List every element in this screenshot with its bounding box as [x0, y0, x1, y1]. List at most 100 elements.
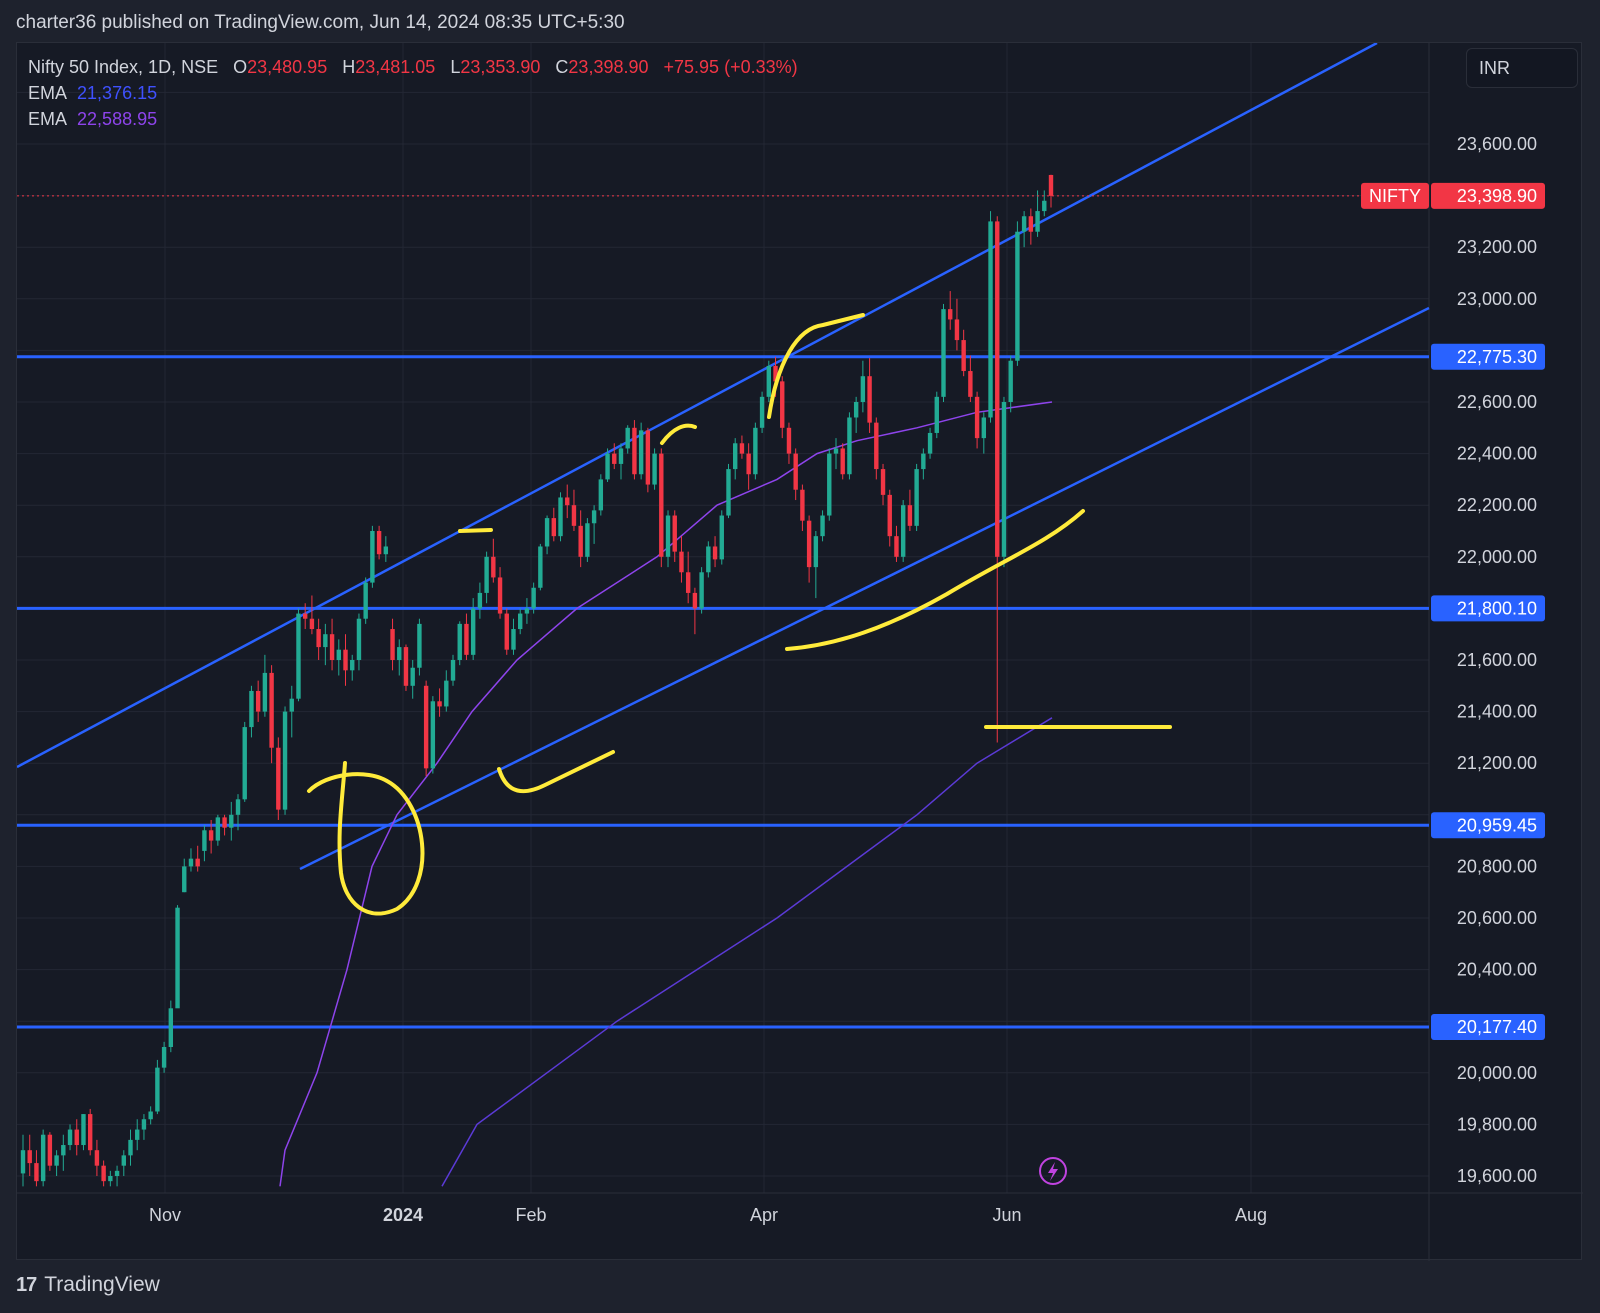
- annotation-circle: [307, 761, 425, 916]
- candle-body: [766, 365, 772, 397]
- candle-body: [350, 660, 355, 671]
- legend-ema2-value: 22,588.95: [77, 109, 158, 129]
- candle: [376, 525, 382, 560]
- candle-body: [618, 448, 624, 464]
- footer-brand[interactable]: TradingView: [44, 1273, 160, 1296]
- candle: [296, 608, 301, 702]
- candle-body: [450, 660, 456, 681]
- candle-body: [363, 582, 368, 619]
- candle: [262, 654, 268, 717]
- candle-body: [101, 1165, 106, 1182]
- ema-fast-line: [279, 401, 1053, 1187]
- time-tick-label: Aug: [1235, 1205, 1267, 1225]
- candle: [464, 613, 469, 660]
- level-tag-text: 21,800.10: [1457, 598, 1537, 618]
- candle-body: [544, 518, 550, 547]
- candle-body: [645, 430, 651, 485]
- candle-body: [235, 799, 241, 815]
- candle: [679, 536, 684, 583]
- candle-body: [202, 830, 207, 851]
- candle-body: [1048, 174, 1054, 196]
- candle-body: [497, 577, 503, 614]
- candle: [108, 1170, 113, 1187]
- price-tick-label: 22,600.00: [1457, 392, 1537, 412]
- candle: [114, 1165, 120, 1187]
- candle: [887, 489, 892, 547]
- candle: [780, 376, 785, 439]
- candle-body: [565, 497, 570, 506]
- candle-body: [1008, 360, 1013, 402]
- candle: [558, 492, 563, 542]
- candle: [591, 505, 597, 544]
- annotation-arc-1: [660, 423, 697, 445]
- candle-body: [585, 523, 590, 557]
- candle: [175, 905, 180, 1009]
- footer: 17 TradingView: [16, 1270, 160, 1300]
- candle: [753, 422, 758, 480]
- candle: [450, 654, 456, 686]
- candle: [874, 417, 879, 480]
- candle-body: [390, 629, 395, 660]
- candle-body: [168, 1008, 174, 1047]
- candle-body: [571, 505, 577, 526]
- candle-body: [974, 396, 980, 439]
- price-tick-label: 20,400.00: [1457, 960, 1537, 980]
- candle: [853, 396, 859, 433]
- candle-body: [813, 536, 819, 568]
- candle: [847, 412, 852, 480]
- price-tick-label: 23,600.00: [1457, 134, 1537, 154]
- price-tick-label: 21,200.00: [1457, 753, 1537, 773]
- tradingview-logo-icon[interactable]: 17: [16, 1273, 37, 1296]
- legend-ema-row-2[interactable]: EMA 22,588.95: [28, 106, 798, 132]
- candle: [833, 438, 839, 470]
- price-tick-label: 21,400.00: [1457, 702, 1537, 722]
- candle-body: [934, 396, 939, 433]
- chart-canvas[interactable]: 19,600.00 19,800.00 20,000.00 20,400.00 20,6…: [17, 43, 1583, 1261]
- candle: [269, 665, 274, 764]
- candle: [477, 582, 483, 619]
- annotation-hook: [497, 750, 615, 794]
- annotations: [307, 313, 1172, 916]
- candle-body: [914, 469, 919, 526]
- chart-area[interactable]: 19,600.00 19,800.00 20,000.00 20,400.00 20,6…: [16, 42, 1583, 1261]
- candle-body: [262, 672, 268, 712]
- currency-selector[interactable]: INR: [1466, 48, 1578, 88]
- candle-body: [820, 515, 825, 537]
- candle: [672, 510, 677, 562]
- candle: [141, 1114, 147, 1140]
- candle-body: [444, 680, 449, 707]
- candle-body: [598, 479, 604, 511]
- candle-body: [356, 618, 362, 660]
- price-axis: 19,600.00 19,800.00 20,000.00 20,400.00 20,6…: [1431, 134, 1545, 1186]
- candle-body: [403, 647, 409, 686]
- candle: [289, 685, 294, 738]
- candle: [733, 438, 738, 480]
- candle-body: [155, 1067, 160, 1112]
- candle: [968, 355, 973, 402]
- level-tag-text: 20,959.45: [1457, 815, 1537, 835]
- candle-body: [336, 649, 341, 660]
- candle: [995, 216, 1000, 743]
- candle-body: [988, 221, 993, 418]
- candle-body: [632, 427, 637, 475]
- candle: [168, 1000, 174, 1053]
- last-price-tag: NIFTY 23,398.90: [1361, 182, 1545, 209]
- candle-body: [161, 1047, 167, 1068]
- last-price-text: 23,398.90: [1457, 186, 1537, 206]
- legend-ema-row-1[interactable]: EMA 21,376.15: [28, 80, 798, 106]
- candle: [444, 670, 449, 712]
- publisher-line: charter36 published on TradingView.com, …: [16, 12, 625, 33]
- candle-body: [692, 592, 698, 609]
- candle-body: [397, 647, 402, 660]
- candle: [135, 1119, 140, 1151]
- candle: [934, 391, 939, 439]
- candle: [1008, 355, 1013, 413]
- candle-body: [276, 747, 281, 810]
- candle-body: [504, 613, 509, 650]
- candle: [786, 422, 792, 464]
- candle-body: [1021, 216, 1027, 232]
- candle-body: [74, 1129, 79, 1146]
- candle-body: [282, 711, 288, 810]
- channel-lower-line: [299, 306, 1430, 871]
- candle: [739, 435, 745, 459]
